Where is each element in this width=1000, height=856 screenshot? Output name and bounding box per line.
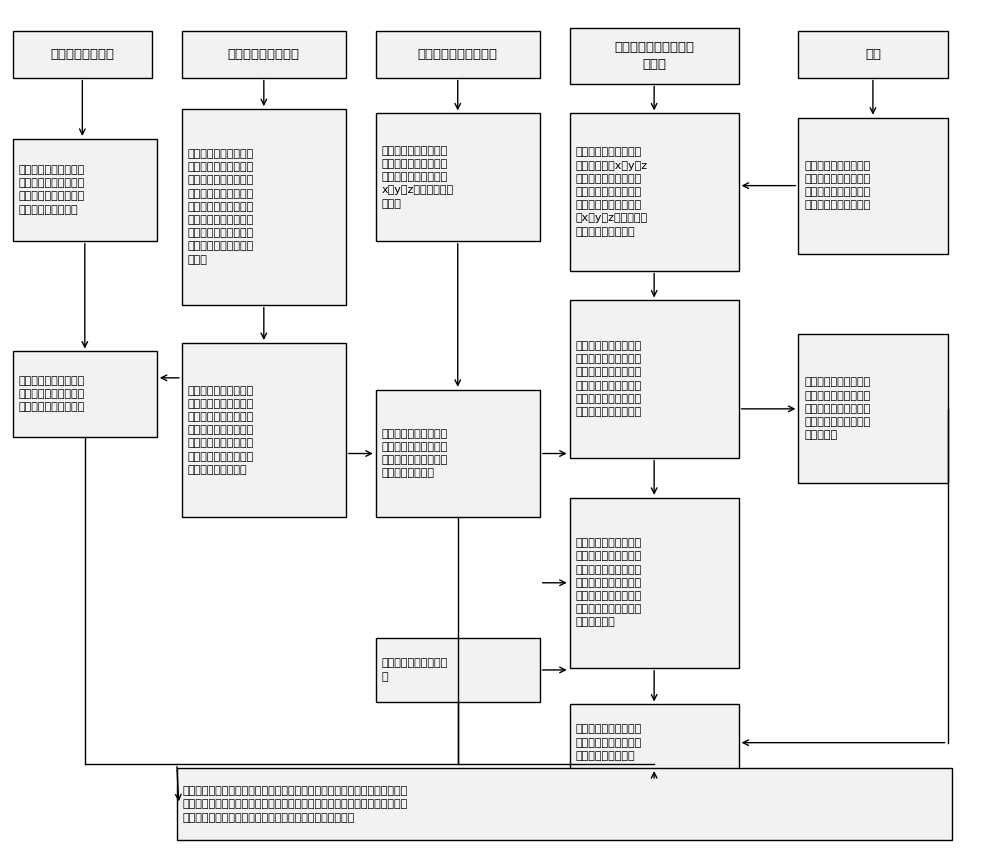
FancyBboxPatch shape bbox=[177, 768, 952, 841]
FancyBboxPatch shape bbox=[570, 704, 739, 781]
FancyBboxPatch shape bbox=[798, 117, 948, 253]
FancyBboxPatch shape bbox=[570, 28, 739, 84]
FancyBboxPatch shape bbox=[13, 352, 157, 437]
Text: 根据工件上下表面平行
度，确定工件加工时的
初始姿态，适当增加相
对较厚部分的下压量，
保证加工后的工件具有
更好的上下表面平行度: 根据工件上下表面平行 度，确定工件加工时的 初始姿态，适当增加相 对较厚部分的下… bbox=[576, 341, 642, 417]
Text: 旋转研抛盘，以固定的
工件姿态与研抛盘进行
接触，检测研抛盘的表
面形貌并采集数据: 旋转研抛盘，以固定的 工件姿态与研抛盘进行 接触，检测研抛盘的表 面形貌并采集数… bbox=[382, 429, 448, 479]
FancyBboxPatch shape bbox=[376, 389, 540, 517]
FancyBboxPatch shape bbox=[13, 31, 152, 78]
FancyBboxPatch shape bbox=[798, 335, 948, 484]
Text: 对研抛盘上表面进行图
像采集，产生研抛盘各
级的表面三维形貌数据: 对研抛盘上表面进行图 像采集，产生研抛盘各 级的表面三维形貌数据 bbox=[19, 376, 85, 413]
FancyBboxPatch shape bbox=[376, 113, 540, 241]
FancyBboxPatch shape bbox=[182, 109, 346, 305]
Text: 由磨料层、粘结层和弹
性基体层组成，磨粒层
沿径向从外往内由粗磨
圈、细磨圈、精磨圈、
抛光圈组成，不同加工
圈采用不同磨粒配比和
磨粒粒度，分别适用于
粗磨、: 由磨料层、粘结层和弹 性基体层组成，磨粒层 沿径向从外往内由粗磨 圈、细磨圈、精… bbox=[188, 149, 254, 265]
Text: 实时监控工件的受力情
况: 实时监控工件的受力情 况 bbox=[382, 658, 448, 681]
Text: 包括由伺服电机和滚珠
丝杠组成的沿x、y、z
三个方向移动的工件空
间位置控制系统和由六
个可伸缩液压缸组成的
沿x、y、z三个轴转动
的工件姿态控制系统: 包括由伺服电机和滚珠 丝杠组成的沿x、y、z 三个方向移动的工件空 间位置控制系… bbox=[576, 147, 648, 236]
Text: 由高精度三维力传感器
和处理系统组成，可实
时检测被测物体受到的
x、y、z三个方向的力
和扭矩: 由高精度三维力传感器 和处理系统组成，可实 时检测被测物体受到的 x、y、z三个… bbox=[382, 146, 454, 209]
FancyBboxPatch shape bbox=[798, 31, 948, 78]
FancyBboxPatch shape bbox=[182, 343, 346, 517]
FancyBboxPatch shape bbox=[570, 497, 739, 668]
Text: 根据高精度三维力传感
系统反馈的数据对工件
的加工姿态进行修正: 根据高精度三维力传感 系统反馈的数据对工件 的加工姿态进行修正 bbox=[576, 724, 642, 761]
Text: 高精度三维力传感系统: 高精度三维力传感系统 bbox=[418, 48, 498, 61]
Text: 复合弹性分级研抛盘: 复合弹性分级研抛盘 bbox=[228, 48, 300, 61]
FancyBboxPatch shape bbox=[376, 638, 540, 702]
Text: 图像采集分析系统: 图像采集分析系统 bbox=[50, 48, 114, 61]
Text: 工件空间位姿控制及执
行系统: 工件空间位姿控制及执 行系统 bbox=[614, 41, 694, 71]
Text: 通过高精度三维力传感系统的实时检测和工件空间位姿控制系统的位姿修正，
保证工件在表面存在一定缺陷的研抛盘上依旧保持加工接触力恒定，从而能够
很好地控制工件的去除: 通过高精度三维力传感系统的实时检测和工件空间位姿控制系统的位姿修正， 保证工件在… bbox=[183, 786, 408, 823]
Text: 通过修面工具对研抛盘
进行表面修整，由于研
抛盘采用弹性基体，修
面工具对研抛盘进行修
整之后仍然无法达到较
好的平面度，甚至存在
较明显的表面高度差: 通过修面工具对研抛盘 进行表面修整，由于研 抛盘采用弹性基体，修 面工具对研抛盘… bbox=[188, 385, 254, 475]
Text: 根据规划的轨迹，工件
在加工过程中姿态实时
发生变换，通过姿态的
变换来适应研抛盘不同
的表面形貌: 根据规划的轨迹，工件 在加工过程中姿态实时 发生变换，通过姿态的 变换来适应研抛… bbox=[804, 377, 871, 440]
Text: 根据图像采集系统、高
精度三维力传感系统采
集的研抛盘表面形貌数
据和工件本身的上下面
平行度，规划工件在加
工时相对于不同研抛位
置的加工姿态: 根据图像采集系统、高 精度三维力传感系统采 集的研抛盘表面形貌数 据和工件本身的… bbox=[576, 538, 642, 627]
FancyBboxPatch shape bbox=[13, 139, 157, 241]
FancyBboxPatch shape bbox=[376, 31, 540, 78]
Text: 工件: 工件 bbox=[865, 48, 881, 61]
FancyBboxPatch shape bbox=[182, 31, 346, 78]
Text: 检测工件上下表面的初
始平行度并将工件固定
到高精度三维力传感器
前端的工件固定平台上: 检测工件上下表面的初 始平行度并将工件固定 到高精度三维力传感器 前端的工件固定… bbox=[804, 161, 871, 211]
FancyBboxPatch shape bbox=[570, 300, 739, 458]
Text: 由多个摄像头和图像处
理系统组成，根据图片
和处理系统可得到被测
物体的表面三维形貌: 由多个摄像头和图像处 理系统组成，根据图片 和处理系统可得到被测 物体的表面三维… bbox=[19, 165, 85, 215]
FancyBboxPatch shape bbox=[570, 113, 739, 270]
